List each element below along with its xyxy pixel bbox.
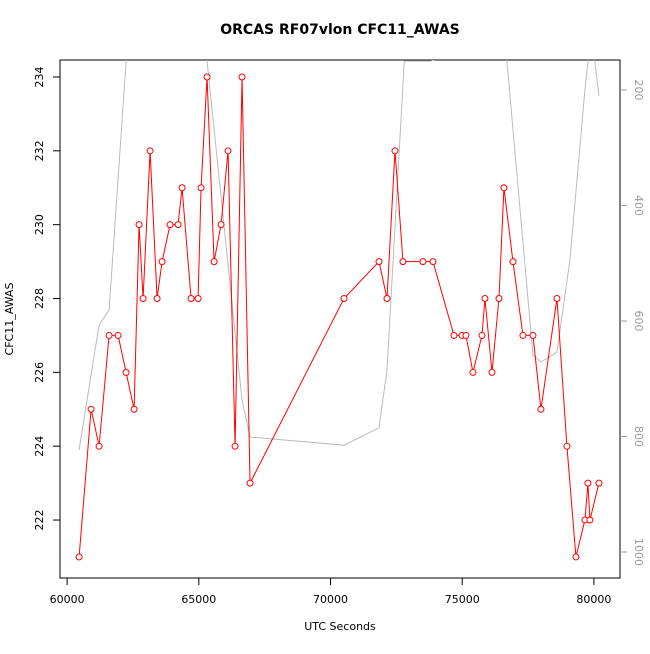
- y-tick-label: 230: [33, 214, 46, 235]
- x-tick-label: 80000: [576, 593, 611, 606]
- data-point: [572, 553, 580, 561]
- data-point: [586, 516, 594, 524]
- x-tick-label: 70000: [313, 593, 348, 606]
- data-point: [450, 331, 458, 339]
- data-point: [217, 221, 225, 229]
- data-point: [231, 442, 239, 450]
- data-point: [194, 295, 202, 303]
- data-point: [481, 295, 489, 303]
- data-point: [178, 184, 186, 192]
- data-point: [595, 479, 603, 487]
- data-point: [469, 368, 477, 376]
- data-point: [375, 258, 383, 266]
- x-axis-label: UTC Seconds: [304, 620, 376, 633]
- data-point: [210, 258, 218, 266]
- data-point: [478, 331, 486, 339]
- y-axis-label: CFC11_AWAS: [3, 283, 16, 356]
- data-point: [529, 331, 537, 339]
- x-tick-label: 65000: [181, 593, 216, 606]
- data-point: [224, 147, 232, 155]
- data-point: [509, 258, 517, 266]
- data-point: [139, 295, 147, 303]
- data-point: [203, 73, 211, 81]
- y-tick-label: 232: [33, 140, 46, 161]
- data-point: [340, 295, 348, 303]
- data-point: [563, 442, 571, 450]
- data-point: [429, 258, 437, 266]
- y-tick-label: 226: [33, 362, 46, 383]
- data-point: [122, 368, 130, 376]
- y-tick-label: 224: [33, 436, 46, 457]
- data-point: [383, 295, 391, 303]
- y-tick-label: 222: [33, 510, 46, 531]
- data-point: [391, 147, 399, 155]
- data-point: [95, 442, 103, 450]
- data-point: [146, 147, 154, 155]
- data-point: [488, 368, 496, 376]
- data-point: [187, 295, 195, 303]
- y2-tick-label: 200: [632, 80, 645, 101]
- y-tick-label: 228: [33, 288, 46, 309]
- data-point: [553, 295, 561, 303]
- y2-tick-label: 1000: [632, 538, 645, 566]
- data-point: [158, 258, 166, 266]
- data-point: [197, 184, 205, 192]
- plot-area: [75, 60, 603, 561]
- data-point: [519, 331, 527, 339]
- y2-tick-label: 800: [632, 426, 645, 447]
- plot-frame: [59, 59, 621, 579]
- data-point: [462, 331, 470, 339]
- series-line: [78, 60, 600, 450]
- data-point: [114, 331, 122, 339]
- data-point: [130, 405, 138, 413]
- y2-tick-label: 600: [632, 311, 645, 332]
- x-tick-label: 75000: [445, 593, 480, 606]
- data-point: [584, 479, 592, 487]
- data-point: [495, 295, 503, 303]
- chart-title: ORCAS RF07vlon CFC11_AWAS: [220, 22, 460, 38]
- data-point: [238, 73, 246, 81]
- data-point: [135, 221, 143, 229]
- data-point: [500, 184, 508, 192]
- data-point: [75, 553, 83, 561]
- y-tick-label: 234: [33, 66, 46, 87]
- series-line: [78, 76, 600, 558]
- data-point: [153, 295, 161, 303]
- data-point: [105, 331, 113, 339]
- x-tick-label: 60000: [50, 593, 85, 606]
- data-point: [537, 405, 545, 413]
- data-point: [399, 258, 407, 266]
- data-point: [174, 221, 182, 229]
- data-point: [87, 405, 95, 413]
- data-point: [419, 258, 427, 266]
- data-point: [246, 479, 254, 487]
- y2-tick-label: 400: [632, 195, 645, 216]
- data-point: [166, 221, 174, 229]
